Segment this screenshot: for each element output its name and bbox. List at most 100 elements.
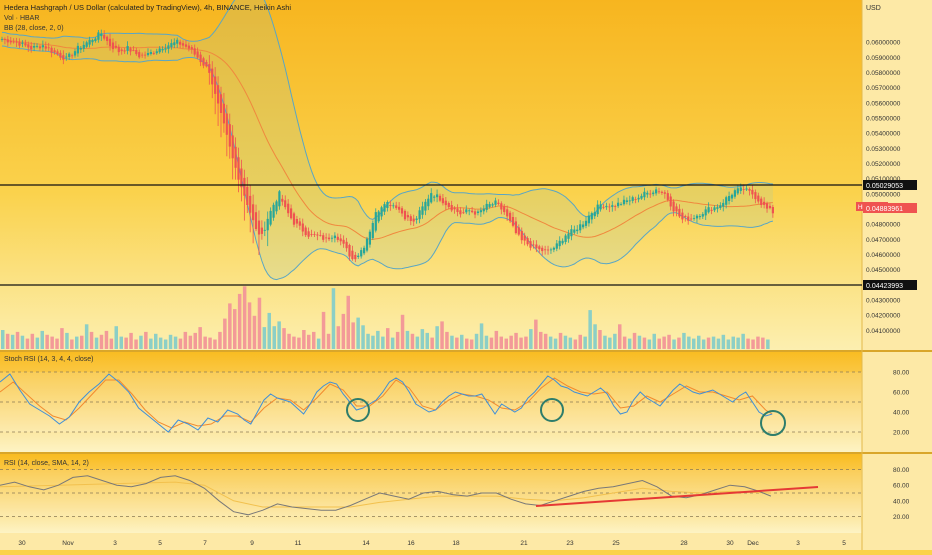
- candle-body: [155, 51, 158, 54]
- time-tick-label: 16: [407, 540, 415, 547]
- candle-body: [377, 211, 380, 222]
- candle-body: [771, 207, 774, 214]
- stoch-highlight-circle-2: [540, 398, 564, 422]
- candle-body: [100, 33, 103, 37]
- candle-body: [491, 204, 494, 206]
- volume-bar: [198, 327, 202, 349]
- volume-bar: [672, 339, 676, 349]
- candle-body: [535, 244, 538, 249]
- candle-body: [9, 40, 12, 43]
- volume-bar: [193, 332, 197, 349]
- candle-body: [272, 204, 275, 218]
- volume-bar: [588, 310, 592, 349]
- volume-bar: [400, 314, 405, 349]
- volume-bar: [548, 336, 553, 349]
- price-axis-bg: [862, 0, 932, 550]
- volume-bar: [55, 338, 59, 350]
- volume-bar: [302, 330, 306, 349]
- resistance-label-text: 0.05029053: [866, 183, 903, 190]
- candle-body: [514, 221, 517, 234]
- candle-body: [690, 218, 693, 220]
- candle-body: [497, 202, 500, 204]
- candle-body: [722, 202, 725, 207]
- volume-bar: [711, 336, 716, 349]
- volume-bar: [366, 333, 370, 349]
- candle-body: [541, 247, 544, 252]
- candle-body: [488, 204, 491, 207]
- candle-body: [158, 48, 161, 53]
- candle-body: [304, 227, 307, 236]
- volume-bar: [223, 318, 227, 349]
- volume-bar: [682, 332, 686, 349]
- candle-body: [108, 38, 112, 47]
- candle-body: [730, 194, 734, 199]
- time-tick-label: 11: [295, 540, 302, 547]
- volume-bar: [129, 332, 133, 349]
- volume-bar: [573, 339, 578, 349]
- price-tick-label: 0.05600000: [866, 100, 901, 107]
- volume-bar: [312, 331, 316, 349]
- candle-body: [202, 58, 205, 66]
- volume-bar: [766, 339, 770, 349]
- candle-body: [552, 247, 555, 250]
- candle-body: [287, 203, 290, 214]
- oscillator-tick-label: 80.00: [893, 370, 910, 377]
- candle-body: [170, 43, 173, 48]
- candle-body: [103, 34, 106, 39]
- candle-body: [24, 43, 27, 46]
- candle-body: [684, 216, 687, 217]
- candle-body: [211, 68, 214, 85]
- candle-body: [307, 231, 310, 237]
- candle-body: [6, 39, 9, 43]
- candle-body: [266, 218, 269, 231]
- candle-body: [243, 177, 246, 196]
- candle-body: [260, 227, 263, 234]
- volume-bar: [563, 335, 568, 349]
- volume-bar: [598, 330, 602, 349]
- volume-bar: [10, 334, 15, 350]
- candle-body: [678, 208, 681, 217]
- volume-bar: [316, 338, 321, 350]
- volume-bar: [292, 336, 296, 349]
- candle-body: [494, 200, 497, 205]
- volume-bar: [627, 338, 632, 350]
- candle-body: [79, 48, 82, 50]
- candle-body: [619, 204, 623, 205]
- volume-bar: [751, 339, 755, 349]
- volume-bar: [70, 339, 74, 349]
- stoch-rsi-label: Stoch RSI (14, 3, 4, 4, close): [4, 356, 94, 363]
- candle-body: [33, 46, 36, 48]
- candle-body: [290, 208, 293, 219]
- candle-body: [608, 206, 611, 208]
- candle-body: [44, 46, 47, 49]
- volume-bar: [65, 332, 69, 349]
- candle-body: [579, 224, 582, 231]
- time-axis-ticks: 30 Nov 3 5 7 9 11 14 16 18 21 23 25 28 30 Dec 3 5: [18, 540, 846, 547]
- rsi-trendline[interactable]: [535, 486, 819, 507]
- volume-bar: [731, 336, 735, 349]
- volume-bar: [351, 322, 355, 349]
- candle-body: [164, 48, 167, 50]
- time-tick-label: 5: [158, 540, 162, 547]
- volume-bar: [494, 330, 499, 349]
- candle-body: [511, 217, 515, 226]
- candle-body: [403, 210, 407, 220]
- volume-bar: [677, 337, 681, 349]
- volume-bar: [247, 302, 252, 349]
- candle-body: [637, 197, 640, 200]
- candle-body: [38, 46, 42, 49]
- candle-body: [713, 207, 716, 211]
- candle-body: [628, 200, 631, 202]
- candle-body: [395, 205, 398, 209]
- candle-body: [479, 210, 482, 213]
- candle-body: [666, 193, 669, 200]
- volume-bar: [726, 339, 731, 349]
- candle-body: [73, 51, 77, 56]
- candle-body: [462, 212, 465, 214]
- candle-body: [284, 200, 287, 208]
- candle-body: [649, 193, 652, 195]
- candle-body: [187, 45, 190, 49]
- volume-bar: [761, 337, 765, 349]
- price-tick-label: 0.04600000: [866, 252, 901, 259]
